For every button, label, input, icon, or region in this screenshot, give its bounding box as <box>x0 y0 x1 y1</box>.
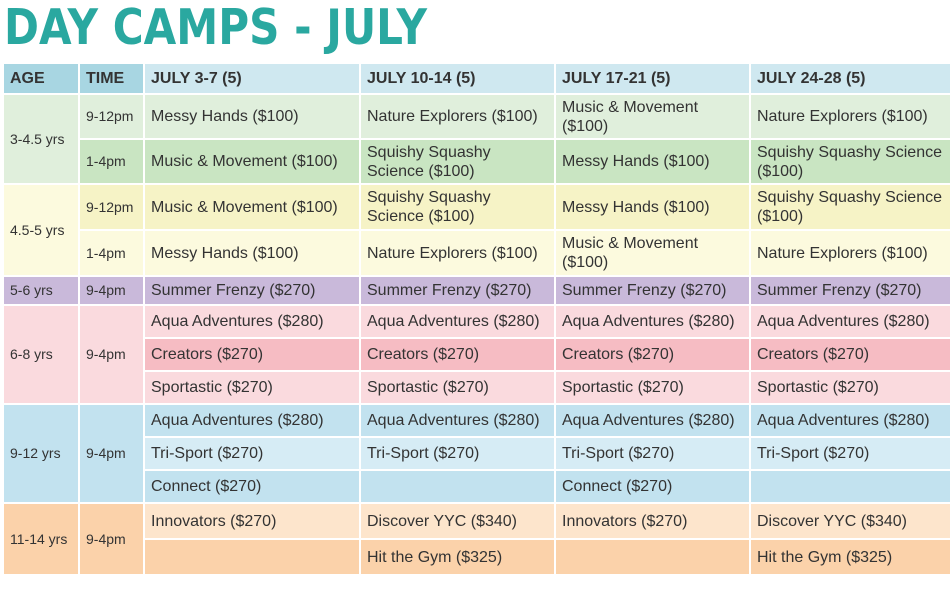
camp-cell <box>751 471 950 502</box>
camp-cell <box>145 540 359 574</box>
camp-cell: Messy Hands ($100) <box>556 140 749 183</box>
table-header-row: AGE TIME JULY 3-7 (5) JULY 10-14 (5) JUL… <box>4 64 950 93</box>
camp-cell: Sportastic ($270) <box>145 372 359 403</box>
camp-cell: Sportastic ($270) <box>556 372 749 403</box>
camp-cell: Hit the Gym ($325) <box>361 540 554 574</box>
time-cell: 1-4pm <box>80 140 143 183</box>
table-row: Tri-Sport ($270) Tri-Sport ($270) Tri-Sp… <box>4 438 950 469</box>
camp-cell: Innovators ($270) <box>556 504 749 538</box>
age-cell: 4.5-5 yrs <box>4 185 78 275</box>
time-cell: 1-4pm <box>80 231 143 275</box>
camp-cell: Creators ($270) <box>145 339 359 370</box>
camp-cell: Aqua Adventures ($280) <box>145 405 359 436</box>
camp-cell: Summer Frenzy ($270) <box>145 277 359 304</box>
camp-cell: Aqua Adventures ($280) <box>751 306 950 337</box>
table-row: Hit the Gym ($325) Hit the Gym ($325) <box>4 540 950 574</box>
camp-cell: Innovators ($270) <box>145 504 359 538</box>
camp-cell: Connect ($270) <box>556 471 749 502</box>
camp-cell: Aqua Adventures ($280) <box>556 405 749 436</box>
camp-cell: Tri-Sport ($270) <box>556 438 749 469</box>
time-cell: 9-4pm <box>80 405 143 502</box>
camp-cell: Aqua Adventures ($280) <box>361 306 554 337</box>
camp-cell: Creators ($270) <box>361 339 554 370</box>
time-cell: 9-4pm <box>80 306 143 403</box>
table-row: Connect ($270) Connect ($270) <box>4 471 950 502</box>
table-row: 6-8 yrs 9-4pm Aqua Adventures ($280) Aqu… <box>4 306 950 403</box>
age-cell: 5-6 yrs <box>4 277 78 304</box>
camp-cell: Squishy Squashy Science ($100) <box>361 185 554 229</box>
camp-cell: Discover YYC ($340) <box>361 504 554 538</box>
camp-cell <box>361 471 554 502</box>
age-cell: 9-12 yrs <box>4 405 78 502</box>
camp-cell <box>556 540 749 574</box>
camp-cell: Tri-Sport ($270) <box>361 438 554 469</box>
camp-cell: Connect ($270) <box>145 471 359 502</box>
time-cell: 9-12pm <box>80 95 143 138</box>
camp-cell: Music & Movement ($100) <box>145 140 359 183</box>
table-row: Sportastic ($270) Sportastic ($270) Spor… <box>4 372 950 403</box>
camp-cell: Summer Frenzy ($270) <box>751 277 950 304</box>
camp-cell: Messy Hands ($100) <box>145 95 359 138</box>
table-row: 1-4pm Music & Movement ($100) Squishy Sq… <box>4 140 950 183</box>
camp-cell: Tri-Sport ($270) <box>145 438 359 469</box>
camp-cell: Tri-Sport ($270) <box>751 438 950 469</box>
camp-cell: Creators ($270) <box>751 339 950 370</box>
camp-cell: Messy Hands ($100) <box>145 231 359 275</box>
camp-cell: Messy Hands ($100) <box>556 185 749 229</box>
camp-cell: Nature Explorers ($100) <box>361 231 554 275</box>
camp-cell: Nature Explorers ($100) <box>751 95 950 138</box>
camp-cell: Hit the Gym ($325) <box>751 540 950 574</box>
camp-cell: Nature Explorers ($100) <box>361 95 554 138</box>
table-row: 11-14 yrs 9-4pm Innovators ($270) Discov… <box>4 504 950 574</box>
table-row: Creators ($270) Creators ($270) Creators… <box>4 339 950 370</box>
camp-cell: Aqua Adventures ($280) <box>556 306 749 337</box>
header-age: AGE <box>4 64 78 93</box>
camp-cell: Aqua Adventures ($280) <box>145 306 359 337</box>
camp-cell: Sportastic ($270) <box>751 372 950 403</box>
header-week-1: JULY 3-7 (5) <box>145 64 359 93</box>
camp-cell: Music & Movement ($100) <box>556 231 749 275</box>
camp-cell: Squishy Squashy Science ($100) <box>751 140 950 183</box>
camp-cell: Discover YYC ($340) <box>751 504 950 538</box>
header-week-4: JULY 24-28 (5) <box>751 64 950 93</box>
camp-cell: Summer Frenzy ($270) <box>361 277 554 304</box>
age-cell: 11-14 yrs <box>4 504 78 574</box>
header-week-2: JULY 10-14 (5) <box>361 64 554 93</box>
camp-cell: Nature Explorers ($100) <box>751 231 950 275</box>
table-row: 3-4.5 yrs 9-12pm Messy Hands ($100) Natu… <box>4 95 950 183</box>
age-cell: 6-8 yrs <box>4 306 78 403</box>
time-cell: 9-4pm <box>80 504 143 574</box>
camp-cell: Creators ($270) <box>556 339 749 370</box>
camp-cell: Aqua Adventures ($280) <box>751 405 950 436</box>
header-time: TIME <box>80 64 143 93</box>
camp-cell: Music & Movement ($100) <box>145 185 359 229</box>
camp-cell: Aqua Adventures ($280) <box>361 405 554 436</box>
day-camps-schedule-table: AGE TIME JULY 3-7 (5) JULY 10-14 (5) JUL… <box>2 62 952 576</box>
time-cell: 9-12pm <box>80 185 143 229</box>
page-title: DAY CAMPS - JULY <box>4 0 427 56</box>
camp-cell: Squishy Squashy Science ($100) <box>361 140 554 183</box>
camp-cell: Music & Movement ($100) <box>556 95 749 138</box>
table-row: 9-12 yrs 9-4pm Aqua Adventures ($280) Aq… <box>4 405 950 502</box>
table-row: 5-6 yrs 9-4pm Summer Frenzy ($270) Summe… <box>4 277 950 304</box>
table-row: 1-4pm Messy Hands ($100) Nature Explorer… <box>4 231 950 275</box>
camp-cell: Summer Frenzy ($270) <box>556 277 749 304</box>
table-row: 4.5-5 yrs 9-12pm Music & Movement ($100)… <box>4 185 950 275</box>
camp-cell: Sportastic ($270) <box>361 372 554 403</box>
time-cell: 9-4pm <box>80 277 143 304</box>
age-cell: 3-4.5 yrs <box>4 95 78 183</box>
camp-cell: Squishy Squashy Science ($100) <box>751 185 950 229</box>
header-week-3: JULY 17-21 (5) <box>556 64 749 93</box>
